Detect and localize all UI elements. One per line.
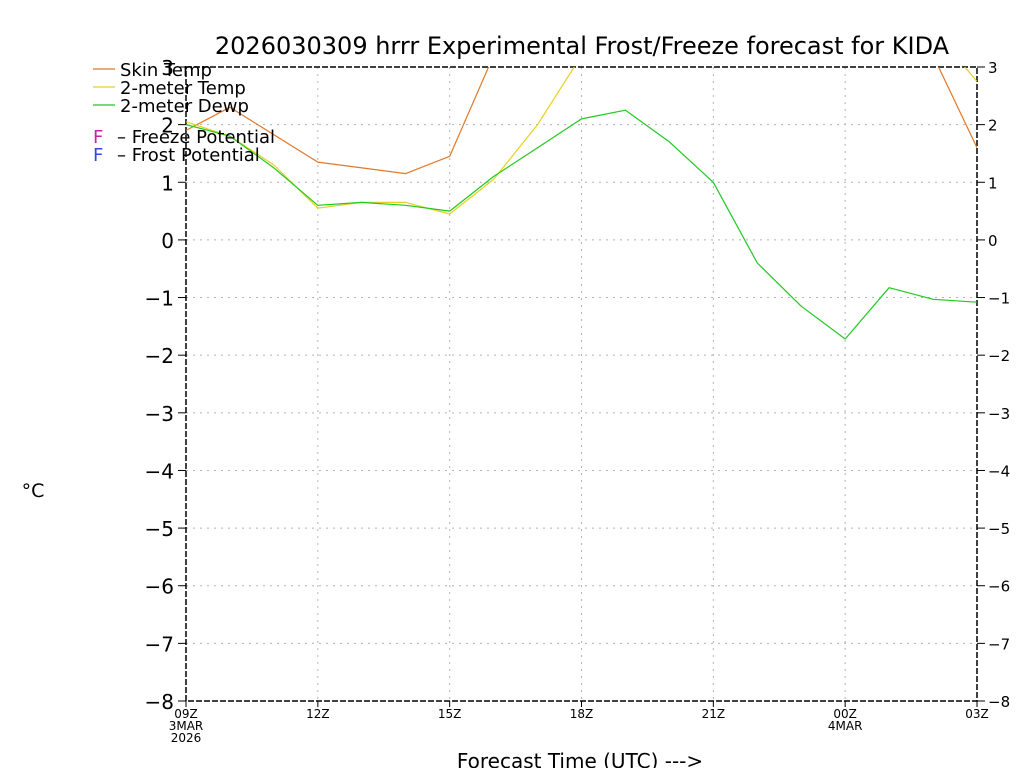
x-tick-label: 00Z (833, 707, 857, 721)
legend-label: 2-meter Dewp (120, 96, 249, 117)
chart-title: 2026030309 hrrr Experimental Frost/Freez… (215, 32, 950, 60)
y-axis-label: °C (22, 480, 45, 502)
y-tick-label-right: 1 (988, 174, 998, 192)
y-tick-label-right: 3 (988, 59, 998, 77)
y-tick-label-left: −5 (145, 517, 174, 541)
legend-marker: F (93, 127, 103, 148)
x-tick-label: 18Z (570, 707, 594, 721)
y-tick-label-left: 2 (161, 114, 174, 138)
legend-marker: F (93, 145, 103, 166)
legend-label: – Frost Potential (117, 145, 260, 166)
axes: 3 3 2 2 1 1 0 0 −1 −1 −2 −2 −3 −3 −4 −4 −5 −5 −6 −6 −7 −7 −8 −8… (145, 56, 1011, 745)
y-tick-label-left: 3 (161, 56, 174, 80)
y-tick-label-right: 2 (988, 117, 998, 135)
y-tick-label-right: −2 (988, 347, 1010, 365)
y-tick-label-right: −6 (988, 578, 1010, 596)
y-tick-label-left: −8 (145, 690, 174, 714)
x-tick-label: 3MAR (169, 719, 204, 733)
grid (186, 67, 977, 701)
y-tick-label-left: −6 (145, 575, 174, 599)
y-tick-label-right: −7 (988, 635, 1010, 653)
y-tick-label-right: −5 (988, 520, 1010, 538)
y-tick-label-left: 0 (161, 229, 174, 253)
y-tick-label-right: −1 (988, 290, 1010, 308)
series-line-skin-temp (186, 67, 977, 175)
y-tick-label-left: 1 (161, 171, 174, 195)
y-tick-label-left: −1 (145, 287, 174, 311)
x-tick-label: 21Z (702, 707, 726, 721)
y-tick-label-right: −3 (988, 405, 1010, 423)
y-tick-label-right: −4 (988, 462, 1010, 480)
x-tick-label: 4MAR (828, 719, 863, 733)
x-tick-label: 12Z (306, 707, 330, 721)
x-axis-label: Forecast Time (UTC) ---> (457, 749, 703, 768)
legend-label: Skin Temp (120, 60, 212, 81)
x-tick-label: 15Z (438, 707, 462, 721)
y-tick-label-left: −4 (145, 459, 174, 483)
series (186, 67, 977, 340)
series-line-2-meter-temp (186, 67, 977, 215)
y-tick-label-left: −2 (145, 344, 174, 368)
legend-label: – Freeze Potential (117, 127, 275, 148)
y-tick-label-left: −7 (145, 632, 174, 656)
series-line-2-meter-dewp (186, 109, 977, 340)
legend-label: 2-meter Temp (120, 78, 246, 99)
x-tick-label: 2026 (171, 731, 202, 745)
y-tick-label-right: 0 (988, 232, 998, 250)
y-tick-label-left: −3 (145, 402, 174, 426)
x-tick-label: 03Z (965, 707, 989, 721)
x-tick-label: 09Z (174, 707, 198, 721)
y-tick-label-right: −8 (988, 693, 1010, 711)
